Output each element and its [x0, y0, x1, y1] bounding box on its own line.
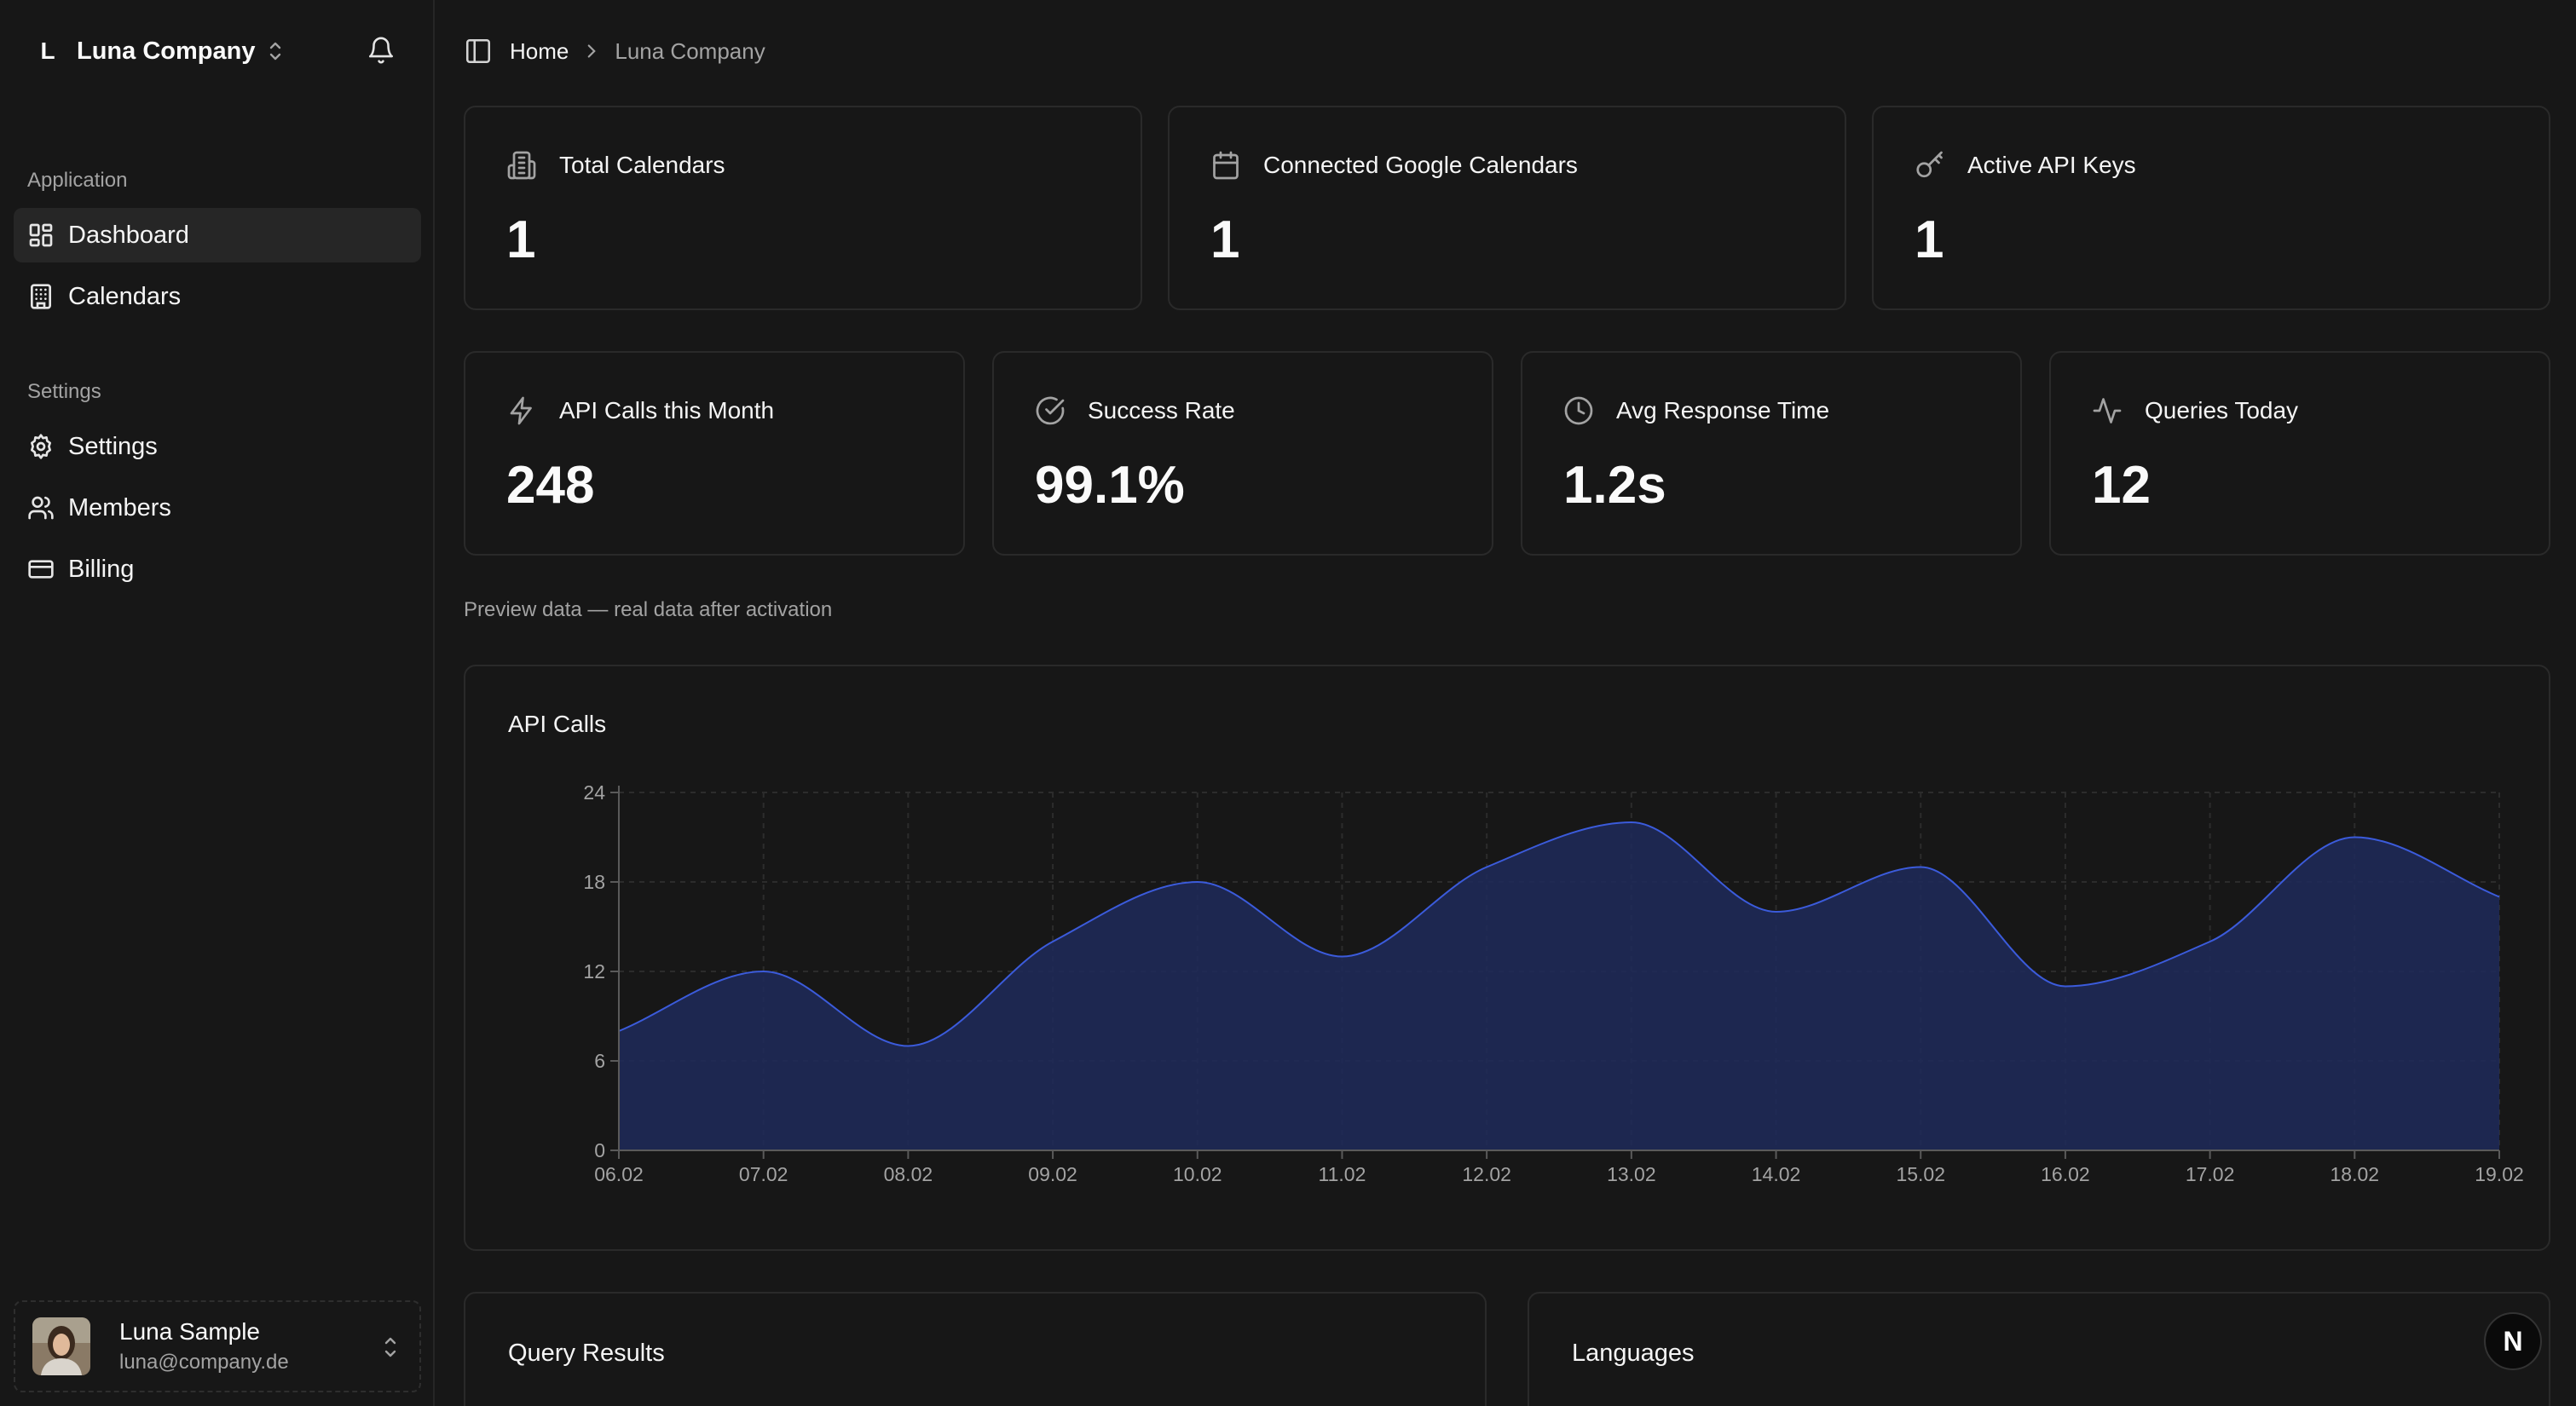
- x-tick-label: 14.02: [1752, 1163, 1801, 1185]
- x-tick-label: 06.02: [594, 1163, 644, 1185]
- y-tick-label: 0: [594, 1139, 605, 1161]
- stat-value: 1: [506, 210, 536, 269]
- breadcrumb-current: Luna Company: [615, 37, 765, 64]
- calendar-icon: [1213, 151, 1239, 180]
- stat-value: 12: [2092, 456, 2151, 515]
- query-results-card: Query Results: [464, 1292, 1487, 1406]
- x-tick-label: 18.02: [2331, 1163, 2380, 1185]
- x-tick-label: 10.02: [1173, 1163, 1222, 1185]
- activity-icon: [2093, 398, 2122, 424]
- sidebar-item-dashboard[interactable]: Dashboard: [14, 208, 421, 262]
- stat-title: Avg Response Time: [1616, 397, 1830, 424]
- users-icon: [28, 496, 54, 520]
- x-tick-label: 15.02: [1896, 1163, 1945, 1185]
- stat-card-api-calls-month: API Calls this Month 248: [464, 351, 965, 556]
- sidebar-item-label: Calendars: [68, 282, 182, 310]
- building-icon: [31, 284, 51, 309]
- x-tick-label: 13.02: [1607, 1163, 1656, 1185]
- team-switcher[interactable]: L Luna Company: [14, 24, 421, 78]
- building-icon: [507, 151, 536, 180]
- breadcrumb-home[interactable]: Home: [510, 37, 569, 64]
- user-name: Luna Sample: [119, 1318, 261, 1345]
- sidebar-item-members[interactable]: Members: [14, 481, 421, 535]
- stat-card-success-rate: Success Rate 99.1%: [992, 351, 1493, 556]
- x-tick-label: 16.02: [2041, 1163, 2090, 1185]
- stat-title: API Calls this Month: [559, 397, 775, 424]
- y-tick-label: 12: [583, 960, 605, 982]
- clock-icon: [1564, 396, 1593, 425]
- user-menu[interactable]: Luna Sample luna@company.de: [14, 1300, 421, 1392]
- sidebar-item-label: Dashboard: [68, 221, 189, 249]
- stat-value: 248: [506, 456, 595, 515]
- x-tick-label: 09.02: [1028, 1163, 1077, 1185]
- sidebar: L Luna Company Application Dashboard Cal…: [0, 0, 435, 1406]
- group-label-application: Application: [27, 169, 128, 192]
- x-tick-label: 07.02: [739, 1163, 788, 1185]
- breadcrumb: Home Luna Company: [464, 34, 765, 68]
- languages-card: Languages: [1528, 1292, 2550, 1406]
- next-devtools-button[interactable]: N: [2484, 1312, 2542, 1370]
- stat-value: 1: [1210, 210, 1240, 269]
- stat-card-connected-google-calendars: Connected Google Calendars 1: [1168, 106, 1846, 310]
- team-name: Luna Company: [77, 37, 256, 65]
- stat-card-active-api-keys: Active API Keys 1: [1872, 106, 2550, 310]
- sidebar-item-calendars[interactable]: Calendars: [14, 269, 421, 324]
- sidebar-item-label: Settings: [68, 432, 158, 460]
- x-tick-label: 17.02: [2186, 1163, 2235, 1185]
- sidebar-item-settings[interactable]: Settings: [14, 419, 421, 474]
- zap-icon: [510, 396, 532, 425]
- x-tick-label: 08.02: [884, 1163, 933, 1185]
- group-label-settings: Settings: [27, 380, 101, 403]
- stat-title: Success Rate: [1088, 397, 1235, 424]
- chart-line: [618, 821, 2500, 1047]
- chart-x-ticks: 06.02 07.02 08.02 09.02 10.02 11.02 12.02 13.02…: [594, 1150, 2524, 1185]
- key-icon: [1916, 151, 1943, 178]
- chart-area: [619, 822, 2499, 1150]
- sidebar-toggle-icon[interactable]: [464, 37, 493, 66]
- stat-title: Connected Google Calendars: [1263, 152, 1578, 178]
- api-calls-chart: 0 6 12 18 24 06.02 07.02 08.02 09.02 10.02 11.02 1…: [583, 781, 2524, 1185]
- chevrons-up-down-icon: [270, 42, 281, 61]
- y-tick-label: 24: [583, 781, 605, 804]
- check-circle-icon: [1036, 396, 1065, 425]
- y-tick-label: 18: [583, 871, 605, 893]
- sidebar-item-billing[interactable]: Billing: [14, 542, 421, 596]
- chart-y-ticks: 0 6 12 18 24: [583, 781, 619, 1161]
- stat-title: Active API Keys: [1967, 152, 2136, 178]
- layout-dashboard-icon: [29, 223, 53, 247]
- stat-value: 1.2s: [1563, 456, 1666, 515]
- stat-value: 1: [1915, 210, 1944, 269]
- credit-card-icon: [28, 560, 54, 579]
- chevron-right-icon: [588, 44, 597, 58]
- sidebar-item-label: Members: [68, 493, 171, 521]
- preview-note: Preview data — real data after activatio…: [464, 598, 833, 621]
- stat-title: Total Calendars: [559, 152, 725, 178]
- stat-title: Queries Today: [2145, 397, 2299, 424]
- x-tick-label: 11.02: [1319, 1163, 1366, 1185]
- section-title: Languages: [1572, 1340, 1695, 1367]
- y-tick-label: 6: [594, 1050, 605, 1072]
- avatar: [32, 1317, 90, 1375]
- section-title: Query Results: [508, 1340, 665, 1367]
- sidebar-item-label: Billing: [68, 555, 135, 583]
- bell-icon[interactable]: [367, 36, 396, 65]
- stat-card-avg-response-time: Avg Response Time 1.2s: [1521, 351, 2022, 556]
- x-tick-label: 19.02: [2475, 1163, 2524, 1185]
- chart-title: API Calls: [508, 711, 607, 737]
- stat-value: 99.1%: [1035, 456, 1185, 515]
- chart-card-api-calls: API Calls 0 6 12 18 24 06.02 07.02 08.02 09.02 1…: [464, 665, 2550, 1251]
- x-tick-label: 12.02: [1462, 1163, 1511, 1185]
- stat-card-total-calendars: Total Calendars 1: [464, 106, 1142, 310]
- team-logo: L: [40, 37, 55, 64]
- chevrons-up-down-icon: [384, 1337, 396, 1357]
- gear-icon: [31, 434, 51, 459]
- stat-card-queries-today: Queries Today 12: [2049, 351, 2550, 556]
- user-email: luna@company.de: [119, 1351, 289, 1374]
